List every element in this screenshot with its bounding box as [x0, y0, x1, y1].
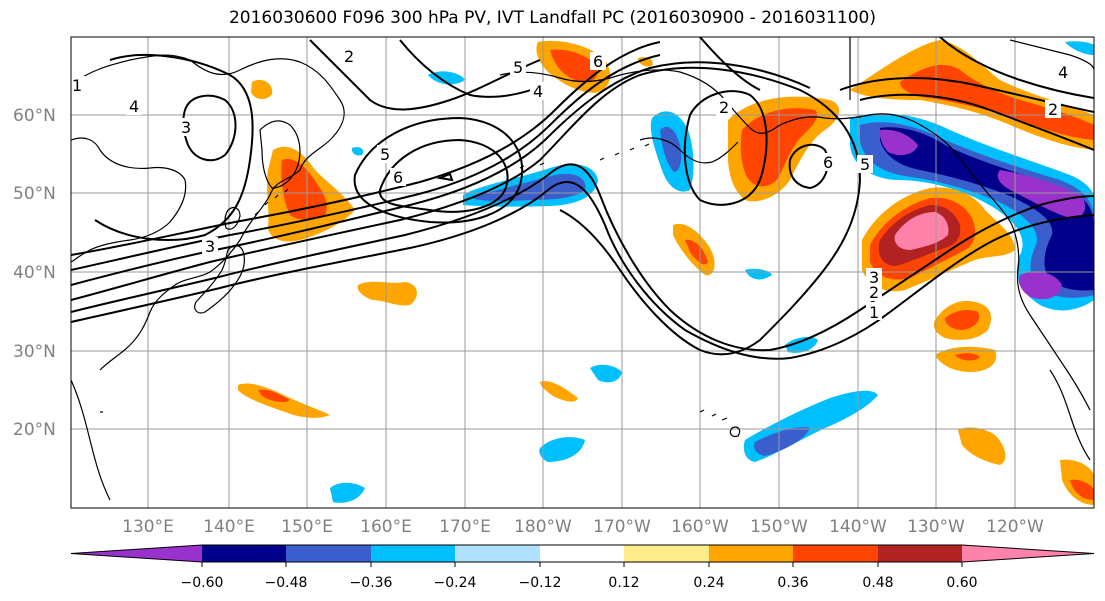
- colorbar-segment: [71, 545, 202, 562]
- lat-label-50n: 50°N: [13, 184, 56, 204]
- map-frame: [70, 36, 1095, 509]
- contour-label: 6: [823, 153, 833, 172]
- colorbar-tick-label: 0.24: [693, 575, 724, 591]
- lon-label: 170°W: [593, 517, 651, 537]
- contour-label: 3: [181, 118, 191, 137]
- colorbar-segment: [709, 545, 793, 562]
- lon-label: 180°W: [514, 517, 572, 537]
- colorbar-segment: [878, 545, 962, 562]
- colorbar-segment: [793, 545, 878, 562]
- lon-label: 120°W: [986, 517, 1044, 537]
- contour-label: 4: [129, 97, 139, 116]
- colorbar-tick-label: −0.12: [519, 575, 562, 591]
- contour-label: 5: [513, 58, 523, 77]
- contour-label: 2: [344, 47, 354, 66]
- lon-label: 160°W: [671, 517, 729, 537]
- colorbar-segment: [455, 545, 540, 562]
- contour-label: 4: [1058, 63, 1068, 82]
- contour-label: 1: [72, 76, 82, 95]
- colorbar-segment: [371, 545, 455, 562]
- map-content: 1 2 3 4 5 6 2 3 6 4 5 2 6 5: [71, 37, 1094, 508]
- colorbar-segment: [202, 545, 286, 562]
- contour-label: 4: [533, 82, 543, 101]
- lon-label: 150°W: [750, 517, 808, 537]
- colorbar: −0.60 −0.48 −0.36 −0.24 −0.12 0.12 0.24 …: [70, 544, 1095, 591]
- latitude-labels: 60°N 50°N 40°N 30°N 20°N: [13, 106, 56, 440]
- lat-label-20n: 20°N: [13, 420, 56, 440]
- colorbar-ticks: [201, 562, 963, 567]
- lon-label: 170°E: [439, 517, 491, 537]
- contour-label: 3: [869, 268, 879, 287]
- pv-shading: [238, 40, 1094, 505]
- colorbar-segment: [624, 545, 709, 562]
- contour-label: 2: [869, 283, 879, 302]
- colorbar-tick-label: −0.24: [434, 575, 477, 591]
- colorbar-segment: [286, 545, 371, 562]
- colorbar-tick-label: −0.36: [350, 575, 393, 591]
- colorbar-tick-labels: −0.60 −0.48 −0.36 −0.24 −0.12 0.12 0.24 …: [181, 575, 978, 591]
- contour-label: 2: [719, 98, 729, 117]
- map-title: 2016030600 F096 300 hPa PV, IVT Landfall…: [228, 8, 876, 28]
- lon-label: 130°E: [122, 517, 174, 537]
- contour-label: 6: [593, 52, 603, 71]
- lat-label-40n: 40°N: [13, 263, 56, 283]
- lon-label: 160°E: [360, 517, 412, 537]
- colorbar-tick-label: −0.48: [265, 575, 308, 591]
- lon-label: 130°W: [907, 517, 965, 537]
- lat-label-30n: 30°N: [13, 342, 56, 362]
- contour-labels: 1 2 3 4 5 6 2 3 6 4 5 2 6 5: [71, 47, 1071, 322]
- colorbar-tick-label: 0.48: [862, 575, 893, 591]
- contour-label: 5: [860, 155, 870, 174]
- longitude-labels: 130°E 140°E 150°E 160°E 170°E 180°W 170°…: [122, 517, 1044, 537]
- colorbar-tick-label: 0.36: [777, 575, 808, 591]
- pv-contours: [71, 37, 1094, 360]
- colorbar-segment: [962, 545, 1094, 562]
- lat-label-60n: 60°N: [13, 106, 56, 126]
- lon-label: 140°W: [829, 517, 887, 537]
- colorbar-segment: [540, 545, 624, 562]
- contour-label: 2: [1048, 100, 1058, 119]
- contour-label: 1: [869, 303, 879, 322]
- contour-label: 5: [380, 145, 390, 164]
- colorbar-tick-label: 0.60: [946, 575, 977, 591]
- lon-label: 150°E: [281, 517, 333, 537]
- colorbar-segments: [70, 544, 1095, 563]
- colorbar-tick-label: 0.12: [608, 575, 639, 591]
- contour-label: 6: [393, 168, 403, 187]
- contour-label: 3: [205, 237, 215, 256]
- colorbar-tick-label: −0.60: [181, 575, 224, 591]
- lon-label: 140°E: [203, 517, 255, 537]
